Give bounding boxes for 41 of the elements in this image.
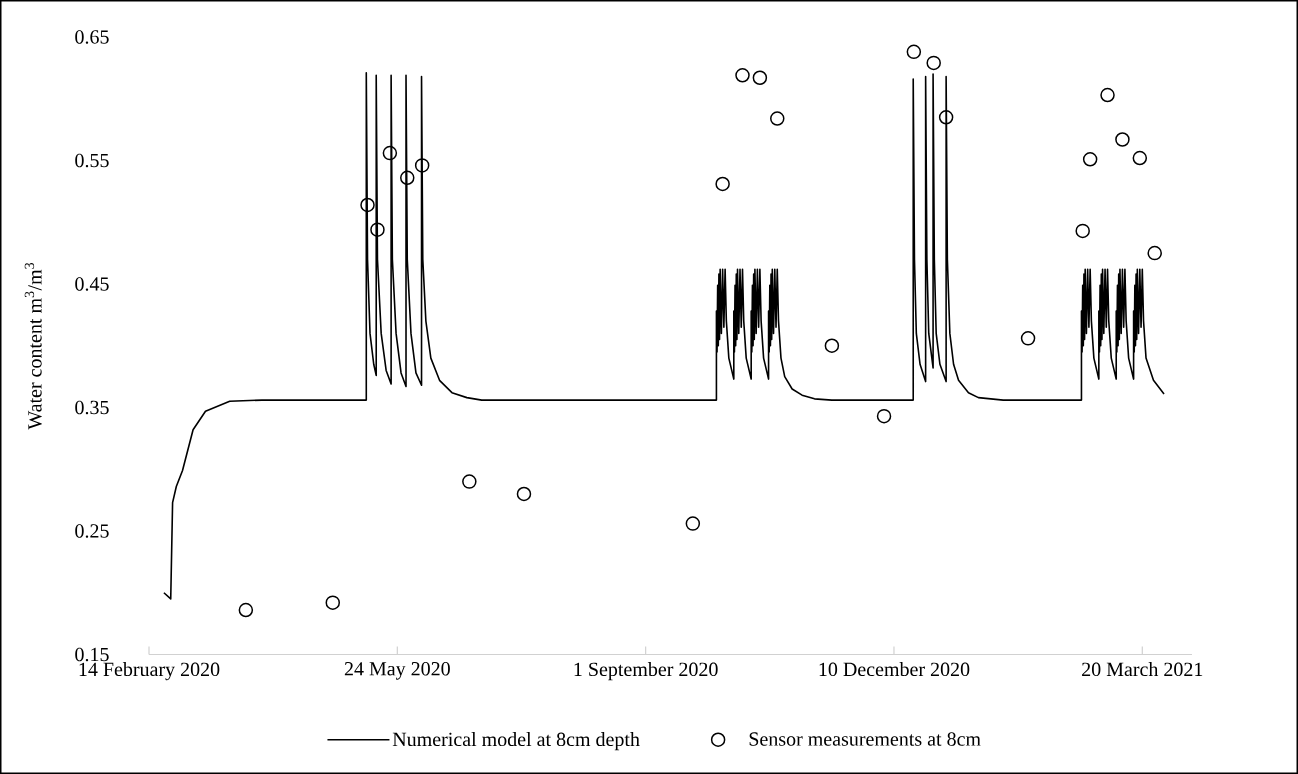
point [1132,150,1148,166]
x-tick-label: 10 December 2020 [819,662,970,677]
point [926,55,941,71]
y-tick-label: 0.35 [75,400,109,415]
point [1147,245,1162,261]
point [400,170,415,186]
y-tick-label: 0.25 [75,524,109,538]
point [876,408,892,424]
point [938,110,954,125]
point [370,222,385,237]
point [1115,132,1130,147]
line-series [163,72,1165,600]
legend-label: Sensor measurements at 8cm [749,732,981,746]
point [1020,331,1036,346]
point [516,486,532,502]
point [325,595,341,610]
point [715,176,730,192]
x-tick-label: 1 September 2020 [574,662,718,681]
point [1082,152,1098,167]
point [414,158,430,173]
point [770,111,785,126]
point [1075,223,1090,239]
y-tick-label: 0.65 [75,30,109,44]
point [238,602,254,618]
point [906,44,922,60]
point [1100,87,1115,103]
y-axis-title: Water content m$^{3}$/m$^{3}$ [24,262,42,430]
x-tick-label: 20 March 2021 [1082,662,1203,677]
x-tick-label: 14 February 2020 [79,662,220,681]
y-tick-label: 0.15 [75,647,109,662]
point [824,338,840,353]
point [382,145,398,161]
point [462,474,477,489]
point [752,70,768,85]
point [360,197,375,213]
point [685,516,701,531]
y-tick-label: 0.45 [75,277,109,291]
point [735,68,750,83]
x-tick-label: 24 May 2020 [344,662,450,680]
legend-label: Numerical model at 8cm depth [392,732,640,751]
y-tick-label: 0.55 [75,153,109,168]
